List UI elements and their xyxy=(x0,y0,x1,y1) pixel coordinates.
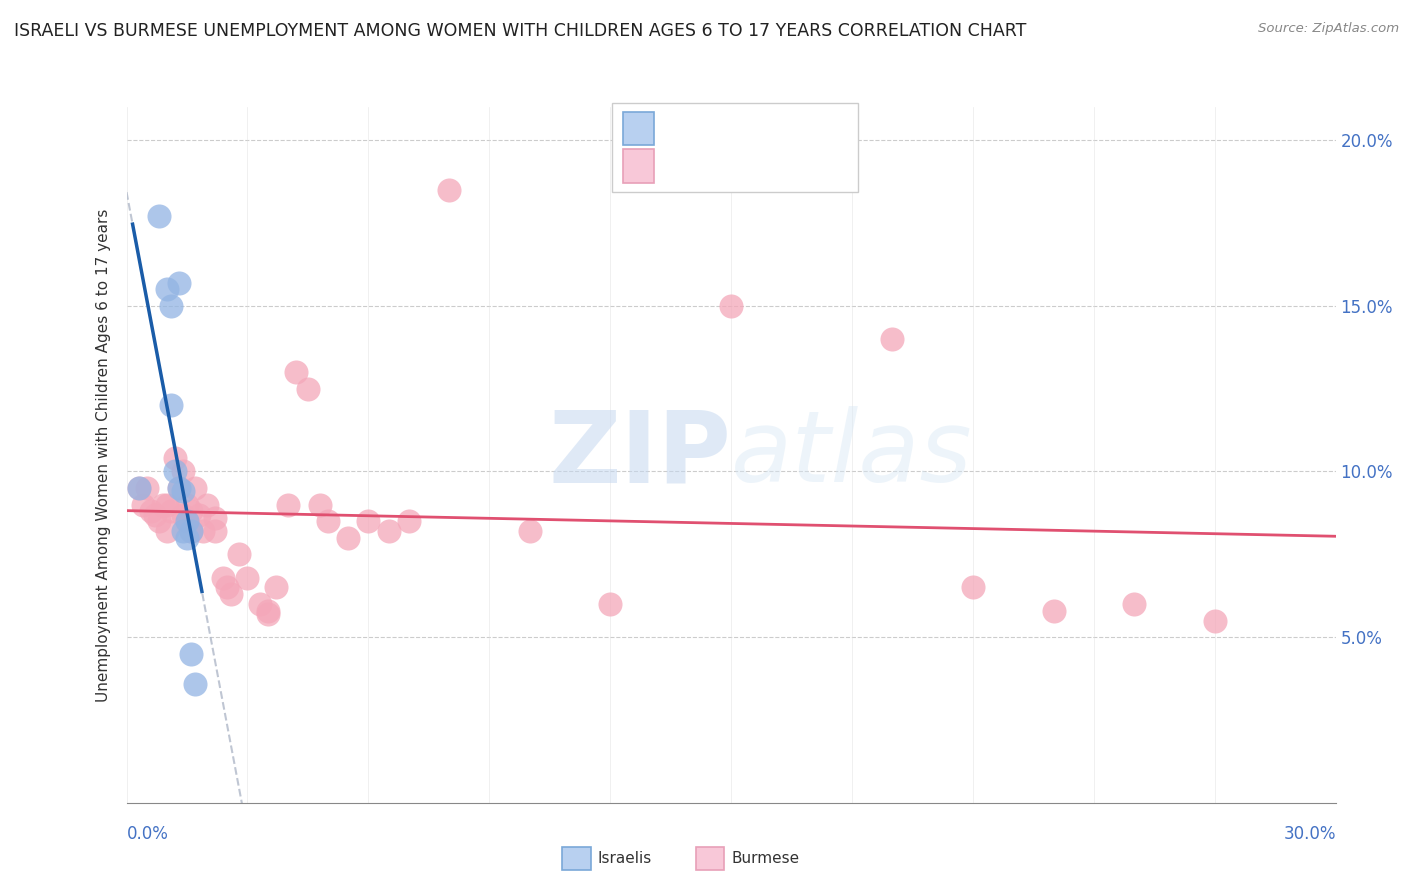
Point xyxy=(398,514,420,528)
Point xyxy=(720,299,742,313)
Point xyxy=(176,514,198,528)
Point xyxy=(131,498,153,512)
Point xyxy=(519,524,541,538)
Point xyxy=(180,524,202,538)
Point xyxy=(228,547,250,561)
Point xyxy=(377,524,399,538)
Point xyxy=(212,570,235,584)
Point xyxy=(180,524,202,538)
Text: atlas: atlas xyxy=(731,407,973,503)
Point xyxy=(249,597,271,611)
Point xyxy=(188,508,211,522)
Point xyxy=(277,498,299,512)
Point xyxy=(195,498,218,512)
Point xyxy=(167,276,190,290)
Point xyxy=(167,481,190,495)
Point xyxy=(160,504,183,518)
Text: ZIP: ZIP xyxy=(548,407,731,503)
Y-axis label: Unemployment Among Women with Children Ages 6 to 17 years: Unemployment Among Women with Children A… xyxy=(96,208,111,702)
Text: Source: ZipAtlas.com: Source: ZipAtlas.com xyxy=(1258,22,1399,36)
Point xyxy=(167,481,190,495)
Point xyxy=(180,504,202,518)
Point xyxy=(143,508,166,522)
Point xyxy=(148,210,170,224)
Point xyxy=(1123,597,1146,611)
Point xyxy=(357,514,380,528)
Point xyxy=(221,587,243,601)
Point xyxy=(176,498,198,512)
Text: Burmese: Burmese xyxy=(731,851,799,865)
Point xyxy=(316,514,339,528)
Point xyxy=(156,524,179,538)
Point xyxy=(191,524,214,538)
Text: 0.0%: 0.0% xyxy=(127,825,169,843)
Point xyxy=(180,647,202,661)
Point xyxy=(172,484,194,499)
Point xyxy=(176,514,198,528)
Point xyxy=(160,398,183,412)
Point xyxy=(309,498,332,512)
Point xyxy=(184,676,207,690)
Point xyxy=(962,581,984,595)
Point xyxy=(163,451,186,466)
Point xyxy=(256,604,278,618)
Text: ISRAELI VS BURMESE UNEMPLOYMENT AMONG WOMEN WITH CHILDREN AGES 6 TO 17 YEARS COR: ISRAELI VS BURMESE UNEMPLOYMENT AMONG WO… xyxy=(14,22,1026,40)
Point xyxy=(204,511,226,525)
Point xyxy=(128,481,150,495)
Point xyxy=(139,504,162,518)
Text: R = -0.016   N = 51: R = -0.016 N = 51 xyxy=(662,156,825,174)
Point xyxy=(1042,604,1064,618)
Point xyxy=(256,607,278,621)
Point xyxy=(156,498,179,512)
Text: R =  0.302   N = 15: R = 0.302 N = 15 xyxy=(662,119,825,136)
Point xyxy=(156,282,179,296)
Point xyxy=(172,508,194,522)
Text: Israelis: Israelis xyxy=(598,851,652,865)
Point xyxy=(236,570,259,584)
Point xyxy=(882,332,904,346)
Point xyxy=(337,531,360,545)
Point xyxy=(152,498,174,512)
Point xyxy=(172,524,194,538)
Text: 30.0%: 30.0% xyxy=(1284,825,1336,843)
Point xyxy=(284,365,307,379)
Point xyxy=(163,465,186,479)
Point xyxy=(599,597,621,611)
Point xyxy=(135,481,157,495)
Point xyxy=(172,465,194,479)
Point xyxy=(184,481,207,495)
Point xyxy=(437,183,460,197)
Point xyxy=(264,581,287,595)
Point xyxy=(176,531,198,545)
Point xyxy=(297,382,319,396)
Point xyxy=(148,514,170,528)
Point xyxy=(204,524,226,538)
Point xyxy=(217,581,239,595)
Point xyxy=(160,299,183,313)
Point xyxy=(1204,614,1226,628)
Point xyxy=(128,481,150,495)
